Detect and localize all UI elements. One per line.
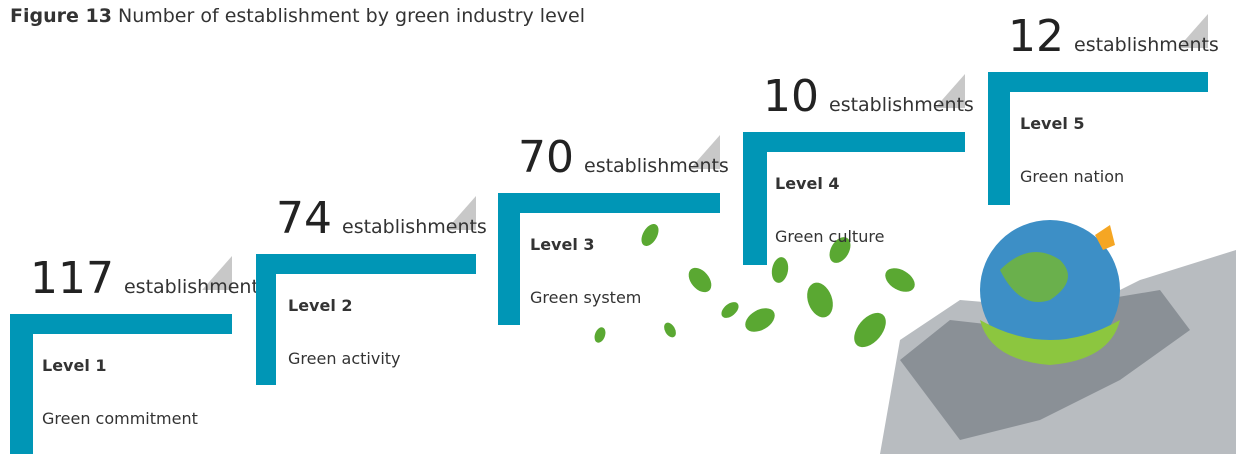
step-post — [743, 132, 767, 265]
step-unit: establishments — [342, 216, 487, 238]
step-shadow — [1178, 14, 1208, 48]
step-level: Level 4 — [775, 174, 840, 193]
step-count-line: 12 establishments — [1008, 11, 1219, 62]
step-shadow — [690, 135, 720, 169]
step-level: Level 1 — [42, 356, 107, 375]
level-step: 117 establishments Level 1 Green commitment — [10, 253, 269, 454]
step-count-line: 74 establishments — [276, 193, 487, 244]
step-shadow — [202, 256, 232, 290]
figure-text: Number of establishment by green industr… — [118, 5, 585, 27]
step-count: 74 — [276, 193, 332, 244]
step-level: Level 5 — [1020, 114, 1085, 133]
step-bar — [256, 254, 476, 274]
step-level: Level 3 — [530, 235, 595, 254]
level-step: 74 establishments Level 2 Green activity — [256, 193, 487, 385]
level-step: 10 establishments Level 4 Green culture — [743, 71, 974, 265]
step-count: 117 — [30, 253, 114, 304]
step-name: Green culture — [775, 227, 884, 246]
figure-title: Figure 13 Number of establishment by gre… — [10, 5, 585, 27]
step-bar — [10, 314, 232, 334]
level-step: 70 establishments Level 3 Green system — [498, 132, 729, 325]
step-post — [256, 254, 276, 385]
step-name: Green nation — [1020, 167, 1124, 186]
step-count-line: 70 establishments — [518, 132, 729, 183]
step-shadow — [935, 74, 965, 108]
step-unit: establishments — [829, 94, 974, 116]
step-count-line: 117 establishments — [30, 253, 269, 304]
step-shadow — [446, 196, 476, 230]
step-count: 70 — [518, 132, 574, 183]
step-count-line: 10 establishments — [763, 71, 974, 122]
step-unit: establishments — [1074, 34, 1219, 56]
step-level: Level 2 — [288, 296, 353, 315]
figure-label: Figure 13 — [10, 5, 112, 27]
step-unit: establishments — [124, 276, 269, 298]
step-name: Green system — [530, 288, 641, 307]
step-name: Green activity — [288, 349, 401, 368]
step-unit: establishments — [584, 155, 729, 177]
step-count: 10 — [763, 71, 819, 122]
level-step: 12 establishments Level 5 Green nation — [988, 11, 1219, 205]
step-bar — [498, 193, 720, 213]
step-post — [498, 193, 520, 325]
step-bar — [743, 132, 965, 152]
step-count: 12 — [1008, 11, 1064, 62]
step-post — [988, 72, 1010, 205]
illustration — [594, 220, 1236, 454]
step-name: Green commitment — [42, 409, 198, 428]
step-post — [10, 314, 33, 454]
step-bar — [988, 72, 1208, 92]
